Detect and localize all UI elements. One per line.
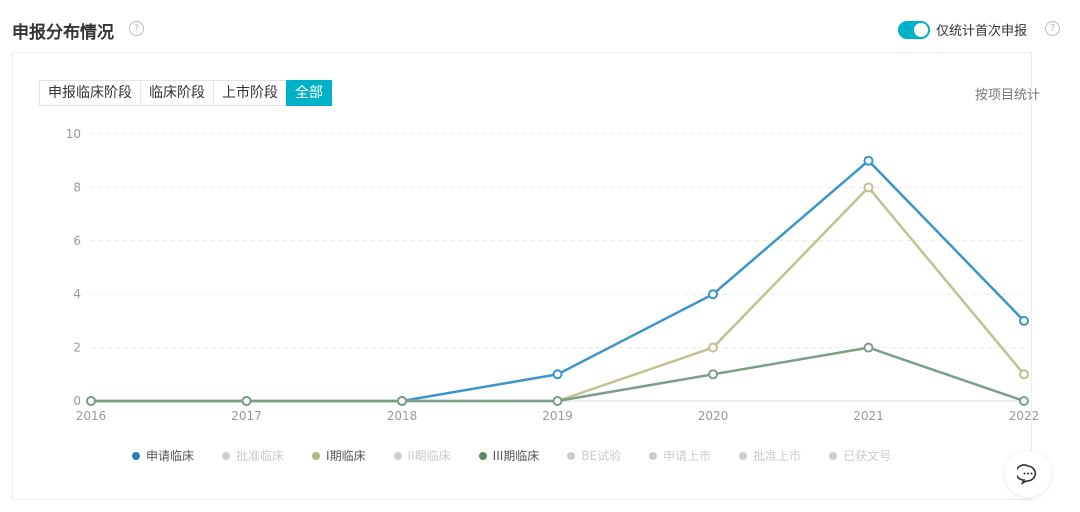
legend-label: 已获文号: [843, 449, 892, 463]
data-point: [708, 342, 718, 353]
legend-dot-icon: [132, 451, 140, 460]
legend-item[interactable]: 已获文号: [829, 447, 891, 464]
legend-dot-icon: [312, 451, 321, 460]
x-tick-label: 2016: [76, 409, 107, 423]
legend-item[interactable]: II期临床: [393, 447, 451, 464]
legend-item[interactable]: 批准临床: [222, 447, 284, 464]
question-circle-icon[interactable]: ?: [129, 21, 144, 36]
x-tick-label: 2017: [231, 409, 262, 423]
legend-label: 批准临床: [236, 449, 285, 463]
legend-dot-icon: [739, 451, 748, 460]
data-point: [1019, 396, 1029, 406]
legend-dot-icon: [567, 451, 576, 460]
stat-by-project-link[interactable]: 按项目统计: [974, 88, 1040, 103]
data-point: [708, 369, 718, 380]
legend-dot-icon: [222, 451, 231, 460]
legend-label: 批准上市: [753, 449, 802, 463]
y-tick-label: 10: [66, 127, 81, 141]
y-tick-label: 6: [73, 234, 81, 248]
legend-dot-icon: [829, 451, 838, 460]
stage-tabs: 申报临床阶段 临床阶段 上市阶段 全部: [39, 80, 332, 106]
page-title: 申报分布情况: [12, 23, 114, 43]
legend-dot-icon: [478, 451, 487, 460]
tab-all[interactable]: 全部: [286, 80, 332, 106]
data-point: [1019, 315, 1029, 326]
chart-panel: [12, 52, 1032, 500]
toggle-switch[interactable]: [898, 20, 930, 39]
data-point: [708, 289, 718, 300]
legend-label: BE试验: [581, 449, 622, 463]
x-tick-label: 2019: [542, 409, 573, 423]
legend-label: III期临床: [492, 449, 540, 463]
data-point: [397, 396, 407, 406]
legend-label: 申请上市: [663, 449, 712, 463]
legend-item[interactable]: BE试验: [567, 447, 621, 464]
data-point: [241, 396, 252, 406]
tab-declare-clinical[interactable]: 申报临床阶段: [39, 80, 141, 106]
tab-market[interactable]: 上市阶段: [213, 80, 287, 106]
legend-dot-icon: [649, 451, 658, 460]
data-point: [86, 396, 96, 406]
first-declaration-toggle[interactable]: 仅统计首次申报: [898, 20, 1027, 39]
data-point: [863, 155, 874, 166]
legend-dot-icon: [393, 451, 402, 460]
x-tick-label: 2022: [1009, 409, 1040, 423]
legend-item[interactable]: 批准上市: [739, 447, 801, 464]
series-line: [91, 158, 1025, 403]
x-tick-label: 2021: [853, 409, 884, 423]
chart-legend: 申请临床 批准临床 I期临床 II期临床 III期临床 BE试验 申请上市 批准上市 已获文号: [132, 447, 919, 464]
legend-item[interactable]: 申请上市: [649, 447, 711, 464]
legend-label: I期临床: [326, 449, 366, 463]
y-tick-label: 8: [73, 180, 81, 194]
question-circle-icon[interactable]: ?: [1045, 21, 1060, 36]
legend-item[interactable]: I期临床: [312, 447, 366, 464]
data-point: [552, 396, 563, 406]
chat-button[interactable]: [1005, 451, 1051, 497]
y-tick-label: 2: [73, 341, 81, 355]
data-point: [1019, 369, 1029, 380]
legend-item[interactable]: 申请临床: [132, 447, 194, 464]
data-point: [552, 369, 563, 380]
y-tick-label: 0: [73, 394, 81, 408]
x-tick-label: 2018: [387, 409, 418, 423]
chat-bubble-icon: [1017, 464, 1037, 485]
data-point: [863, 342, 874, 353]
x-tick-label: 2020: [698, 409, 729, 423]
data-point: [863, 182, 874, 193]
y-tick-label: 4: [73, 287, 81, 301]
legend-item[interactable]: III期临床: [478, 447, 540, 464]
toggle-label: 仅统计首次申报: [936, 24, 1028, 39]
legend-label: II期临床: [407, 449, 451, 463]
legend-label: 申请临床: [146, 449, 195, 463]
tab-clinical[interactable]: 临床阶段: [140, 80, 214, 106]
